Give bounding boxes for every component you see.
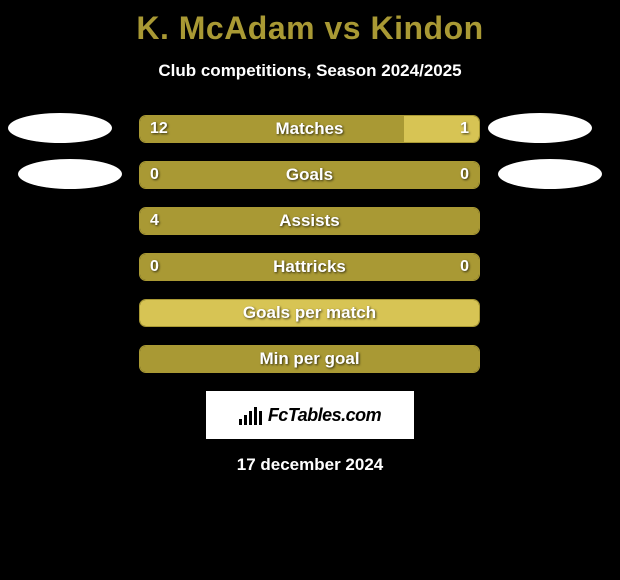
logo-bar [239,419,242,425]
player1-name: K. McAdam [136,10,315,46]
stat-row: Goals per match [0,299,620,327]
bar-label: Hattricks [140,254,479,280]
bar-track: Assists4 [139,207,480,235]
bar-track: Hattricks0 0 [139,253,480,281]
val-right: 1 [460,116,469,142]
comparison-title: K. McAdam vs Kindon [0,0,620,47]
stat-row: Min per goal [0,345,620,373]
val-left: 0 [150,254,159,280]
player-ellipse-left [8,113,112,143]
bar-label: Goals per match [140,300,479,326]
subtitle: Club competitions, Season 2024/2025 [0,61,620,81]
logo-bar [259,411,262,425]
val-left: 12 [150,116,168,142]
val-left: 0 [150,162,159,188]
bar-label: Assists [140,208,479,234]
player-ellipse-right [488,113,592,143]
bar-label: Goals [140,162,479,188]
fctables-logo: FcTables.com [206,391,414,439]
player2-name: Kindon [370,10,483,46]
val-left: 4 [150,208,159,234]
bar-label: Min per goal [140,346,479,372]
stat-row: Hattricks0 0 [0,253,620,281]
val-right: 0 [460,254,469,280]
val-right: 0 [460,162,469,188]
bar-track: Goals0 0 [139,161,480,189]
stat-row: Assists4 [0,207,620,235]
bar-track: Min per goal [139,345,480,373]
player-ellipse-left [18,159,122,189]
logo-text: FcTables.com [268,405,381,426]
logo-bars-icon [239,405,262,425]
logo-bar [244,415,247,425]
logo-bar [254,407,257,425]
comparison-bars: Matches121Goals00Assists4Hattricks00Goal… [0,115,620,373]
bar-track: Matches12 1 [139,115,480,143]
player-ellipse-right [498,159,602,189]
stat-row: Matches12 1 [0,115,620,143]
logo-bar [249,411,252,425]
date-label: 17 december 2024 [0,455,620,475]
stat-row: Goals0 0 [0,161,620,189]
bar-track: Goals per match [139,299,480,327]
vs-text: vs [315,10,370,46]
bar-label: Matches [140,116,479,142]
